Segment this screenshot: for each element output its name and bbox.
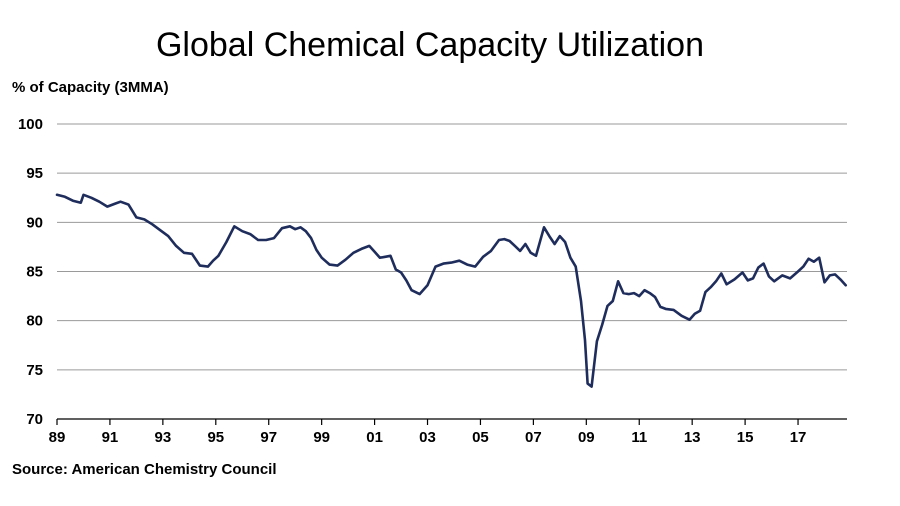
x-tick-label: 93 (155, 429, 172, 446)
x-tick-label: 91 (102, 429, 119, 446)
x-tick-label: 99 (313, 429, 330, 446)
source-note: Source: American Chemistry Council (12, 461, 277, 478)
x-tick-label: 89 (49, 429, 66, 446)
x-axis: 89 91 93 95 97 99 01 03 05 07 09 11 13 15 17 (49, 419, 807, 446)
x-tick-label: 15 (737, 429, 754, 446)
x-tick-label: 13 (684, 429, 701, 446)
chart-title: Global Chemical Capacity Utilization (155, 26, 704, 64)
x-tick-label: 05 (472, 429, 489, 446)
y-tick-label: 95 (26, 165, 43, 182)
series-layer (55, 193, 847, 388)
y-tick-label: 90 (26, 214, 43, 231)
x-tick-label: 03 (419, 429, 436, 446)
y-tick-label: 85 (26, 264, 43, 281)
series-line-1 (55, 193, 847, 388)
y-axis: 70 75 80 85 90 95 100 (18, 116, 43, 428)
x-tick-label: 01 (366, 429, 383, 446)
gridlines (57, 123, 847, 371)
y-tick-label: 75 (26, 362, 43, 379)
x-tick-label: 11 (631, 429, 647, 446)
x-tick-label: 17 (790, 429, 807, 446)
x-tick-label: 07 (525, 429, 542, 446)
y-tick-label: 80 (26, 313, 43, 330)
y-tick-label: 70 (26, 411, 43, 428)
y-axis-label: % of Capacity (3MMA) (12, 79, 169, 96)
x-tick-label: 09 (578, 429, 595, 446)
x-tick-label: 95 (207, 429, 224, 446)
x-tick-label: 97 (260, 429, 277, 446)
y-tick-label: 100 (18, 116, 43, 133)
